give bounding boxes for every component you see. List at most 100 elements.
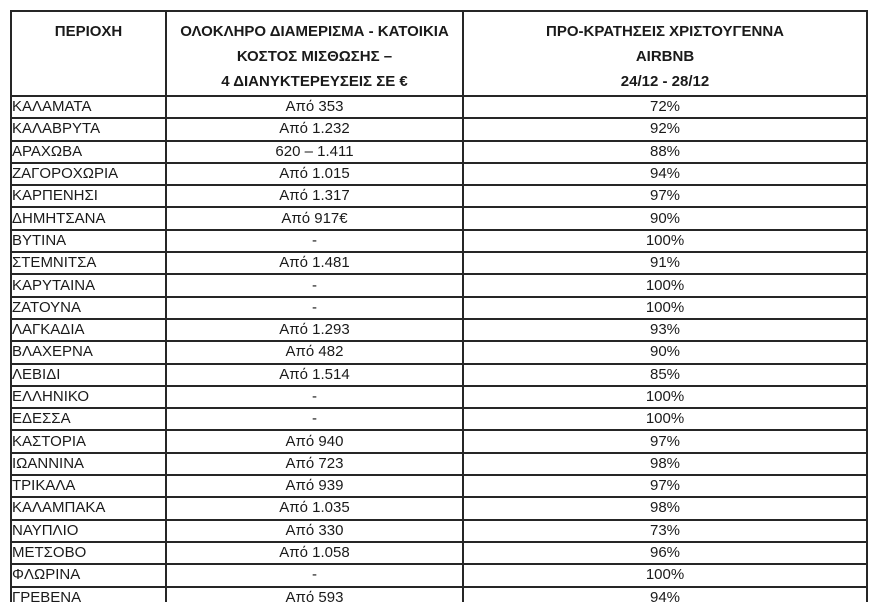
region-cell: ΚΑΛΑΜΠΑΚΑ xyxy=(10,496,167,521)
header-cost-line: 4 ΔΙΑΝΥΚΤΕΡΕΥΣΕΙΣ ΣΕ € xyxy=(221,73,408,90)
region-cell: ΕΔΕΣΣΑ xyxy=(10,407,167,432)
region-cell: ΕΛΛΗΝΙΚΟ xyxy=(10,384,167,410)
booking-cell: 90% xyxy=(462,340,868,365)
cost-cell: - xyxy=(165,295,464,320)
region-cell: ΚΑΛΑΜΑΤΑ xyxy=(10,94,167,120)
region-cell: ΒΛΑΧΕΡΝΑ xyxy=(10,340,167,365)
booking-cell: 88% xyxy=(462,139,868,164)
cost-cell: Από 917€ xyxy=(165,206,464,231)
table-row: ΕΛΛΗΝΙΚΟ -100% xyxy=(10,384,868,410)
table-row: ΙΩΑΝΝΙΝΑ Από 723 98% xyxy=(10,451,868,477)
table-row: ΣΤΕΜΝΙΤΣΑ Από 1.481 91% xyxy=(10,251,868,276)
region-cell: ΓΡΕΒΕΝΑ xyxy=(10,585,167,602)
table-row: ΒΛΑΧΕΡΝΑ Από 482 90% xyxy=(10,340,868,365)
table-row: ΝΑΥΠΛΙΟ Από 330 73% xyxy=(10,518,868,543)
booking-cell: 96% xyxy=(462,540,868,566)
booking-cell: 73% xyxy=(462,518,868,543)
cost-cell: Από 940 xyxy=(165,429,464,454)
booking-cell: 100% xyxy=(462,563,868,588)
cost-cell: Από 1.015 xyxy=(165,161,464,187)
region-cell: ΜΕΤΣΟΒΟ xyxy=(10,540,167,566)
region-cell: ΒΥΤΙΝΑ xyxy=(10,228,167,254)
booking-cell: 98% xyxy=(462,496,868,521)
header-booking: ΠΡΟ-ΚΡΑΤΗΣΕΙΣ ΧΡΙΣΤΟΥΓΕΝΝΑ AIRBNB 24/12 … xyxy=(462,10,868,97)
cost-cell: Από 1.481 xyxy=(165,251,464,276)
table-row: ΕΔΕΣΣΑ -100% xyxy=(10,407,868,432)
cost-cell: Από 939 xyxy=(165,474,464,499)
region-cell: ΖΑΤΟΥΝΑ xyxy=(10,295,167,320)
region-cell: ΚΑΡΠΕΝΗΣΙ xyxy=(10,184,167,209)
table-row: ΚΑΡΠΕΝΗΣΙ Από 1.317 97% xyxy=(10,184,868,209)
cost-cell: - xyxy=(165,563,464,588)
cost-cell: - xyxy=(165,228,464,254)
table-header-row: ΠΕΡΙΟΧΗ ΟΛΟΚΛΗΡΟ ΔΙΑΜΕΡΙΣΜΑ - ΚΑΤΟΙΚΙΑ Κ… xyxy=(10,10,868,97)
region-cell: ΝΑΥΠΛΙΟ xyxy=(10,518,167,543)
region-cell: ΤΡΙΚΑΛΑ xyxy=(10,474,167,499)
region-cell: ΙΩΑΝΝΙΝΑ xyxy=(10,451,167,477)
region-cell: ΖΑΓΟΡΟΧΩΡΙΑ xyxy=(10,161,167,187)
cost-cell: Από 1.035 xyxy=(165,496,464,521)
region-cell: ΣΤΕΜΝΙΤΣΑ xyxy=(10,251,167,276)
table-row: ΒΥΤΙΝΑ -100% xyxy=(10,228,868,254)
booking-cell: 85% xyxy=(462,362,868,387)
cost-cell: Από 330 xyxy=(165,518,464,543)
booking-cell: 97% xyxy=(462,184,868,209)
table-row: ΚΑΛΑΜΑΤΑ Από 353 72% xyxy=(10,94,868,120)
table-row: ΖΑΓΟΡΟΧΩΡΙΑ Από 1.015 94% xyxy=(10,161,868,187)
cost-cell: 620 – 1.411 xyxy=(165,139,464,164)
booking-cell: 100% xyxy=(462,273,868,298)
booking-cell: 97% xyxy=(462,474,868,499)
table-row: ΔΗΜΗΤΣΑΝΑ Από 917€ 90% xyxy=(10,206,868,231)
cost-cell: Από 1.293 xyxy=(165,317,464,343)
header-cost: ΟΛΟΚΛΗΡΟ ΔΙΑΜΕΡΙΣΜΑ - ΚΑΤΟΙΚΙΑ ΚΟΣΤΟΣ ΜΙ… xyxy=(165,10,464,97)
cost-cell: Από 723 xyxy=(165,451,464,477)
table-row: ΛΕΒΙΔΙ Από 1.514 85% xyxy=(10,362,868,387)
table-row: ΚΑΣΤΟΡΙΑ Από 940 97% xyxy=(10,429,868,454)
region-cell: ΔΗΜΗΤΣΑΝΑ xyxy=(10,206,167,231)
booking-cell: 100% xyxy=(462,384,868,410)
table-body: ΚΑΛΑΜΑΤΑ Από 353 72% ΚΑΛΑΒΡΥΤΑ Από 1.232 92% Α… xyxy=(10,94,868,602)
booking-cell: 100% xyxy=(462,295,868,320)
table-row: ΓΡΕΒΕΝΑ Από 593 94% xyxy=(10,585,868,602)
region-cell: ΛΕΒΙΔΙ xyxy=(10,362,167,387)
booking-cell: 100% xyxy=(462,228,868,254)
cost-cell: Από 1.514 xyxy=(165,362,464,387)
booking-cell: 93% xyxy=(462,317,868,343)
header-region: ΠΕΡΙΟΧΗ xyxy=(10,10,167,97)
cost-cell: Από 1.058 xyxy=(165,540,464,566)
region-cell: ΛΑΓΚΑΔΙΑ xyxy=(10,317,167,343)
booking-cell: 90% xyxy=(462,206,868,231)
header-cost-line: ΟΛΟΚΛΗΡΟ ΔΙΑΜΕΡΙΣΜΑ - ΚΑΤΟΙΚΙΑ xyxy=(180,23,449,40)
booking-cell: 72% xyxy=(462,94,868,120)
cost-cell: - xyxy=(165,273,464,298)
header-booking-line: 24/12 - 28/12 xyxy=(620,73,710,90)
table-row: ΑΡΑΧΩΒΑ 620 – 1.411 88% xyxy=(10,139,868,164)
table-row: ΚΑΛΑΒΡΥΤΑ Από 1.232 92% xyxy=(10,117,868,142)
table-row: ΦΛΩΡΙΝΑ -100% xyxy=(10,563,868,588)
table-row: ΚΑΡΥΤΑΙΝΑ -100% xyxy=(10,273,868,298)
region-cell: ΚΑΛΑΒΡΥΤΑ xyxy=(10,117,167,142)
cost-cell: - xyxy=(165,407,464,432)
booking-cell: 97% xyxy=(462,429,868,454)
header-cost-line: ΚΟΣΤΟΣ ΜΙΣΘΩΣΗΣ – xyxy=(236,48,393,65)
cost-cell: Από 593 xyxy=(165,585,464,602)
table-row: ΤΡΙΚΑΛΑ Από 939 97% xyxy=(10,474,868,499)
table-row: ΜΕΤΣΟΒΟ Από 1.058 96% xyxy=(10,540,868,566)
cost-cell: Από 353 xyxy=(165,94,464,120)
region-cell: ΦΛΩΡΙΝΑ xyxy=(10,563,167,588)
booking-cell: 94% xyxy=(462,161,868,187)
regions-bookings-table: ΠΕΡΙΟΧΗ ΟΛΟΚΛΗΡΟ ΔΙΑΜΕΡΙΣΜΑ - ΚΑΤΟΙΚΙΑ Κ… xyxy=(10,10,868,602)
booking-cell: 91% xyxy=(462,251,868,276)
region-cell: ΚΑΡΥΤΑΙΝΑ xyxy=(10,273,167,298)
cost-cell: - xyxy=(165,384,464,410)
header-booking-line: AIRBNB xyxy=(635,48,695,65)
table-row: ΚΑΛΑΜΠΑΚΑ Από 1.035 98% xyxy=(10,496,868,521)
cost-cell: Από 1.317 xyxy=(165,184,464,209)
cost-cell: Από 482 xyxy=(165,340,464,365)
header-booking-line: ΠΡΟ-ΚΡΑΤΗΣΕΙΣ ΧΡΙΣΤΟΥΓΕΝΝΑ xyxy=(546,23,784,40)
header-region-label: ΠΕΡΙΟΧΗ xyxy=(54,23,123,40)
table-row: ΖΑΤΟΥΝΑ -100% xyxy=(10,295,868,320)
region-cell: ΑΡΑΧΩΒΑ xyxy=(10,139,167,164)
cost-cell: Από 1.232 xyxy=(165,117,464,142)
